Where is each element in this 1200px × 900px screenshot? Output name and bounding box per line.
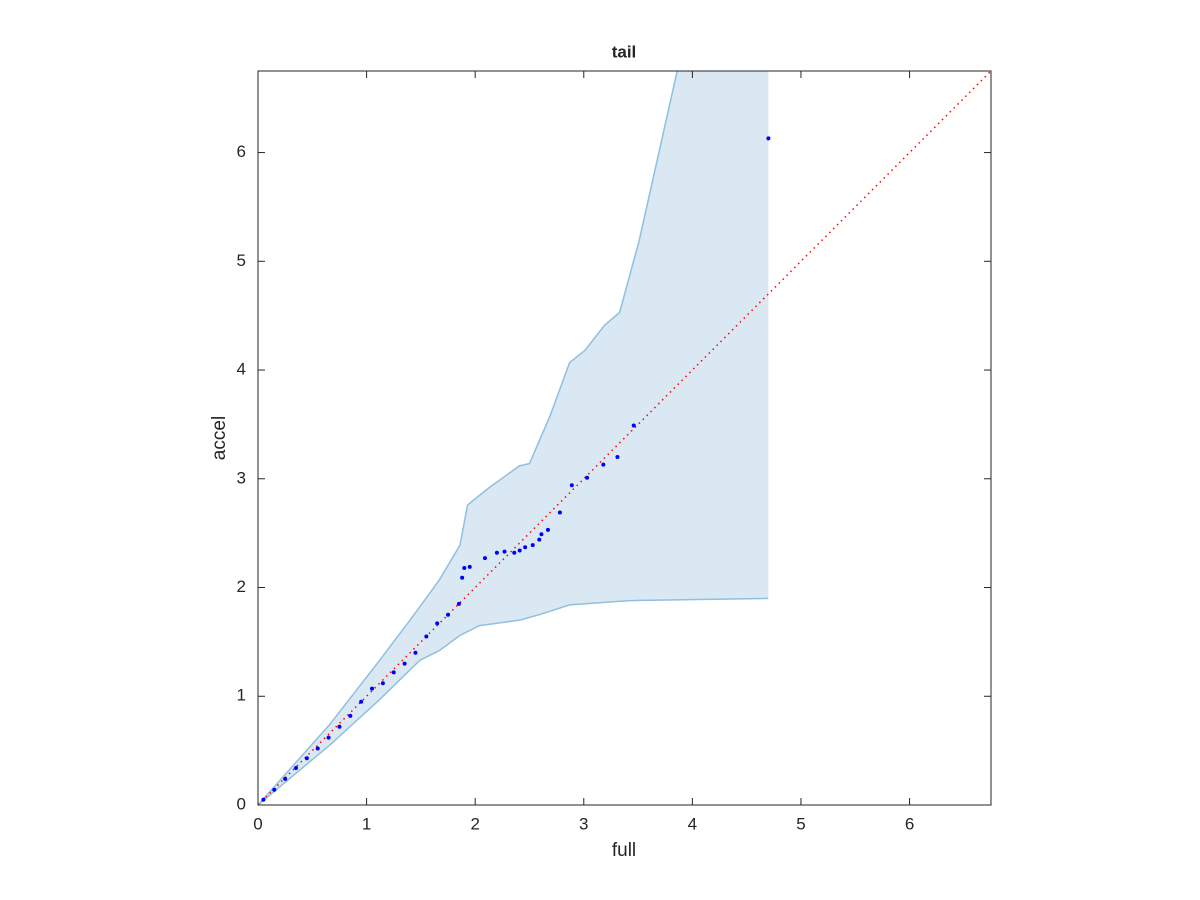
x-tick-label: 5	[796, 814, 805, 833]
data-point	[283, 776, 288, 781]
data-point	[482, 556, 487, 561]
confidence-band	[258, 71, 769, 805]
x-tick-label: 3	[579, 814, 588, 833]
data-point	[413, 650, 418, 655]
x-tick-label: 0	[253, 814, 262, 833]
y-tick-label: 3	[237, 468, 246, 487]
data-point	[326, 735, 331, 740]
data-point	[569, 483, 574, 488]
data-point	[494, 550, 499, 555]
data-point	[359, 699, 364, 704]
x-tick-label: 1	[362, 814, 371, 833]
data-point	[467, 564, 472, 569]
x-tick-label: 2	[470, 814, 479, 833]
data-point	[402, 661, 407, 666]
data-point	[462, 565, 467, 570]
data-point	[380, 681, 385, 686]
data-point	[557, 510, 562, 515]
data-point	[370, 686, 375, 691]
axes-box	[257, 70, 992, 806]
y-axis-label: accel	[209, 416, 230, 460]
y-tick-label: 4	[237, 360, 246, 379]
data-point	[315, 746, 320, 751]
data-point	[530, 543, 535, 548]
data-point	[537, 537, 542, 542]
data-point	[585, 475, 590, 480]
data-point	[261, 797, 266, 802]
data-point	[456, 601, 461, 606]
y-tick-label: 5	[237, 251, 246, 270]
data-point	[304, 756, 309, 761]
data-point	[348, 713, 353, 718]
y-tick-label: 2	[237, 577, 246, 596]
data-point	[631, 423, 636, 428]
data-point	[272, 787, 277, 792]
band-upper-edge	[258, 71, 678, 805]
data-point	[523, 545, 528, 550]
data-point	[545, 527, 550, 532]
data-point	[512, 550, 517, 555]
data-point	[446, 612, 451, 617]
y-tick-label: 0	[237, 794, 246, 813]
data-point	[294, 766, 299, 771]
band-lower-edge	[258, 597, 769, 805]
data-point	[766, 136, 771, 141]
data-point	[391, 670, 396, 675]
chart-title: tail	[612, 42, 637, 61]
y-tick-label: 1	[237, 686, 246, 705]
x-tick-label: 4	[688, 814, 697, 833]
data-point	[435, 621, 440, 626]
data-point	[502, 549, 507, 554]
x-axis-label: full	[612, 840, 636, 861]
data-point	[615, 455, 620, 460]
y-tick-label: 6	[237, 142, 246, 161]
data-point	[424, 634, 429, 639]
data-point	[337, 724, 342, 729]
data-point	[460, 575, 465, 580]
data-point	[539, 532, 544, 537]
data-point	[517, 548, 522, 553]
x-tick-label: 6	[905, 814, 914, 833]
plot-area	[258, 71, 991, 805]
data-point	[601, 462, 606, 467]
reference-line	[258, 71, 991, 805]
